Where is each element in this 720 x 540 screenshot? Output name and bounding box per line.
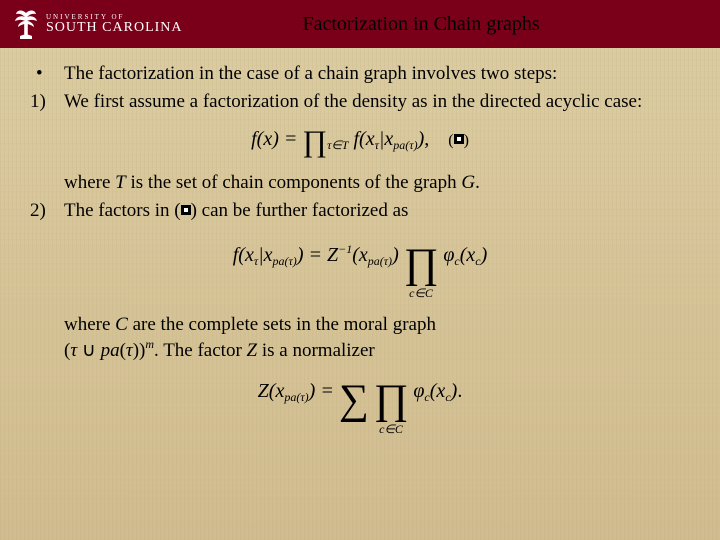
after1-c: . [475,172,480,193]
university-logo: UNIVERSITY OF SOUTH CAROLINA [12,7,183,41]
step2-text: The factors in () can be further factori… [64,199,690,223]
after-formula2: where C are the complete sets in the mor… [64,313,690,364]
step1-text: We first assume a factorization of the d… [64,90,690,114]
formula-2: f(xτ|xpa(τ)) = Z−1(xpa(τ)) ∏c∈C φc(xc) [30,242,690,299]
after1-a: where [64,172,115,193]
formula-3: Z(xpa(τ)) = ∑ ∏c∈C φc(xc). [30,379,690,435]
after-formula1: where T is the set of chain components o… [64,171,690,195]
logo-line2: SOUTH CAROLINA [46,21,183,35]
step1-bullet: 1) We first assume a factorization of th… [30,90,690,114]
after2-b: are the complete sets in the moral graph [128,314,436,335]
after1-b: is the set of chain components of the gr… [126,172,462,193]
step2-bullet: 2) The factors in () can be further fact… [30,199,690,223]
after1-G: G [461,172,475,193]
bullet-marker: • [30,62,64,86]
formula-1: f(x) = ∏τ∈T f(xτ|xpa(τ)), () [30,123,690,161]
after1-T: T [115,172,126,193]
slide-title: Factorization in Chain graphs [303,13,540,36]
after2-line2: (τ ∪ pa(τ))m. The factor Z is a normaliz… [64,340,375,361]
intro-bullet: • The factorization in the case of a cha… [30,62,690,86]
step1-marker: 1) [30,90,64,114]
after2-a: where [64,314,115,335]
logo-text: UNIVERSITY OF SOUTH CAROLINA [46,14,183,35]
step2-marker: 2) [30,199,64,223]
after2-C: C [115,314,128,335]
header-bar: UNIVERSITY OF SOUTH CAROLINA Factorizati… [0,0,720,48]
palmetto-tree-icon [12,7,40,41]
slide-body: • The factorization in the case of a cha… [0,48,720,445]
intro-text: The factorization in the case of a chain… [64,62,690,86]
